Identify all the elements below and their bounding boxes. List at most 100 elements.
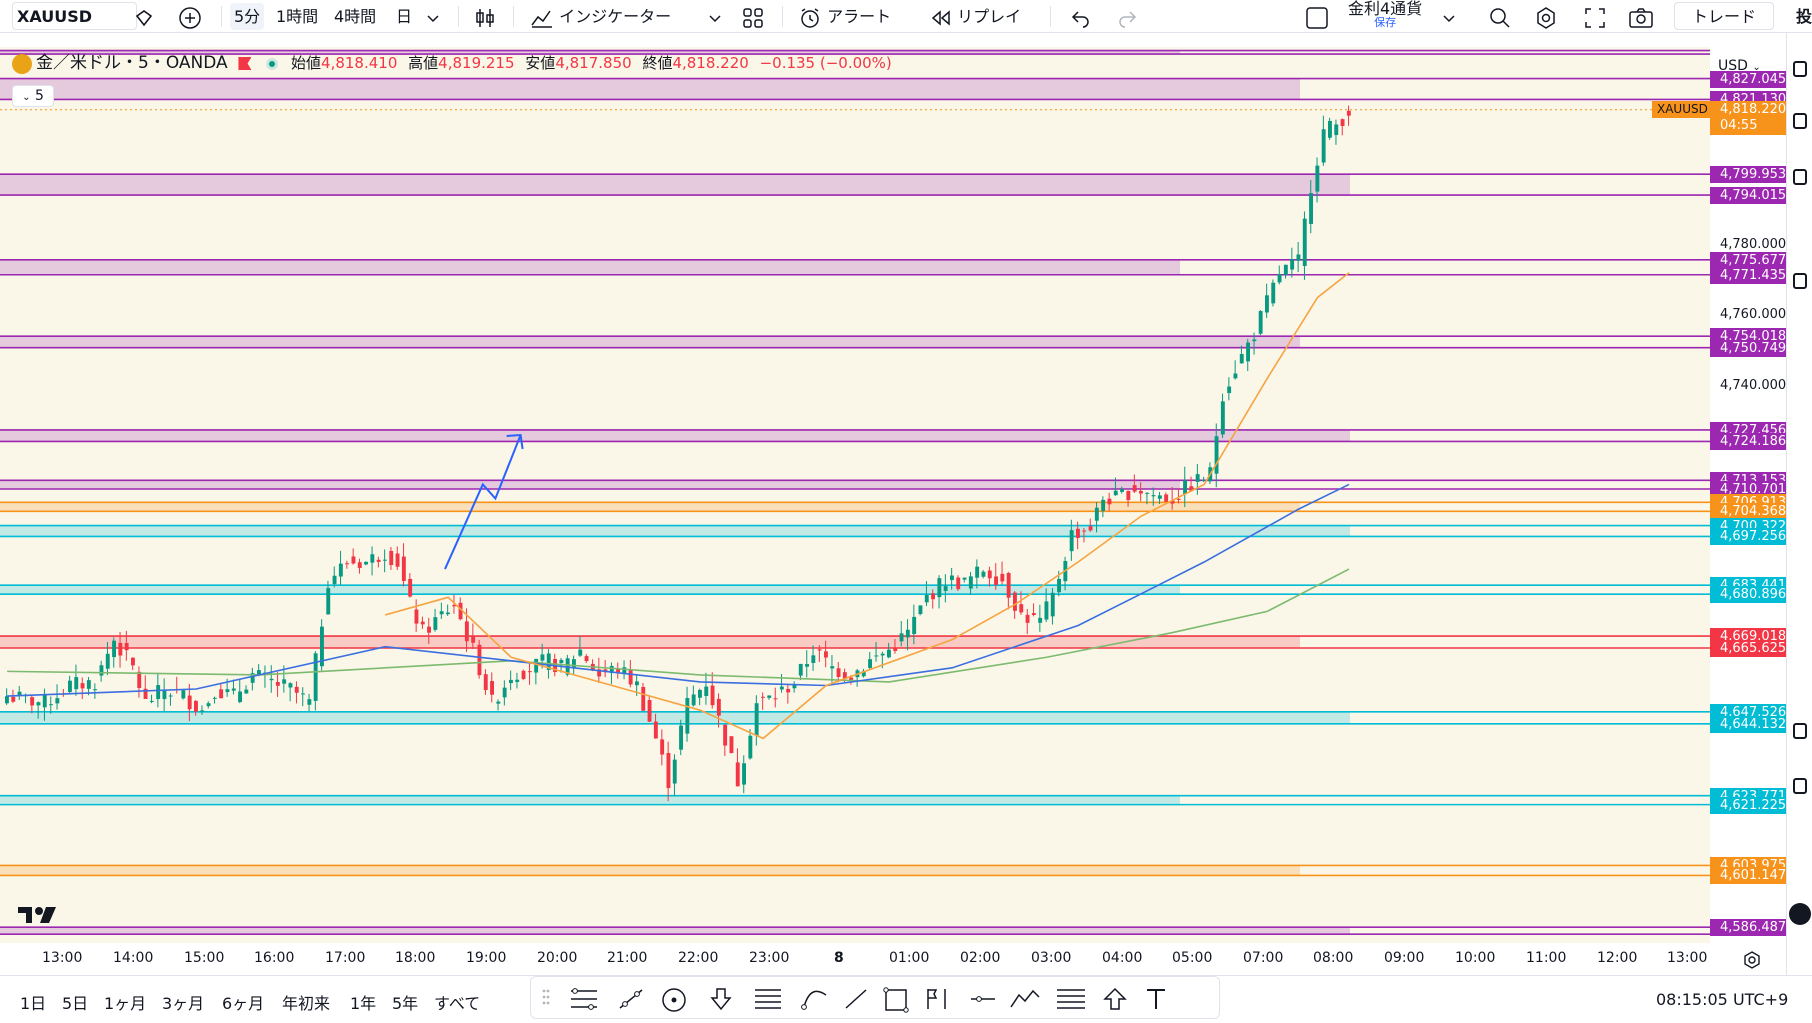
fib-retracement-icon[interactable]	[753, 987, 783, 1015]
axis-settings-icon[interactable]	[1742, 950, 1762, 974]
candle-body	[1271, 282, 1276, 304]
range-button[interactable]: 1ヶ月	[104, 994, 147, 1013]
zone-band	[0, 585, 1180, 595]
add-compare-icon[interactable]	[178, 3, 202, 30]
price-level-tag[interactable]: 4,794.015	[1710, 187, 1786, 205]
arrow-up-icon[interactable]	[1103, 987, 1127, 1015]
camera-icon[interactable]	[1628, 3, 1654, 30]
current-price-tag[interactable]: 4,818.220 04:55	[1710, 100, 1786, 135]
flag-marker-icon[interactable]	[923, 987, 953, 1015]
text-tool-icon[interactable]	[1145, 987, 1167, 1015]
range-button[interactable]: 1年	[350, 994, 377, 1013]
curve-tool-icon[interactable]	[801, 987, 829, 1015]
interval-1h-button[interactable]: 1時間	[276, 7, 319, 26]
settings-gear-icon[interactable]	[1534, 3, 1558, 30]
candle-body	[1202, 480, 1206, 482]
candle-body	[36, 702, 41, 706]
circle-tool-icon[interactable]	[661, 987, 687, 1017]
range-button[interactable]: 5年	[392, 994, 419, 1013]
candle-body	[471, 635, 476, 643]
undo-icon[interactable]	[1070, 3, 1092, 30]
interval-1d-button[interactable]: 日	[396, 7, 413, 26]
rectangle-tool-icon[interactable]	[883, 987, 909, 1017]
candle-body	[578, 649, 583, 656]
clock-timezone[interactable]: 08:15:05 UTC+9	[1656, 990, 1789, 1009]
range-button[interactable]: 5日	[62, 994, 89, 1013]
price-level-tag[interactable]: 4,601.147	[1710, 867, 1786, 885]
layout-name-button[interactable]: 金利4通貨 保存	[1348, 0, 1422, 28]
parallel-channel-icon[interactable]	[1055, 987, 1087, 1015]
help-icon[interactable]	[1789, 903, 1811, 925]
price-level-tag[interactable]: 4,827.045	[1710, 70, 1786, 88]
trade-button[interactable]: トレード	[1674, 2, 1774, 30]
range-button[interactable]: 年初来	[282, 994, 331, 1013]
search-icon[interactable]	[1488, 3, 1512, 30]
chat-icon[interactable]	[1793, 778, 1807, 794]
chart-pane[interactable]	[0, 47, 1710, 943]
range-button[interactable]: 3ヶ月	[162, 994, 205, 1013]
redo-icon[interactable]	[1116, 3, 1138, 30]
notes-icon[interactable]	[1793, 723, 1807, 739]
range-button[interactable]: すべて	[434, 994, 481, 1013]
candle-body	[742, 763, 746, 785]
arrow-down-icon[interactable]	[709, 987, 733, 1015]
chevron-down-icon[interactable]	[708, 3, 722, 30]
line-tool-icon[interactable]	[843, 987, 869, 1015]
interval-toggle-button[interactable]: ⌄ 5	[12, 85, 54, 107]
layout-grid-icon[interactable]	[742, 3, 764, 30]
price-level-tag[interactable]: 4,665.625	[1710, 640, 1786, 657]
chevron-down-icon: ⌄	[22, 92, 31, 103]
interval-4h-button[interactable]: 4時間	[334, 7, 377, 26]
watch-icon[interactable]	[134, 3, 154, 30]
price-level-tag[interactable]: 4,710.701	[1710, 480, 1786, 498]
calendar-icon[interactable]	[1793, 273, 1807, 289]
candle-body	[616, 668, 620, 673]
indicators-button[interactable]: インジケーター	[530, 3, 671, 30]
range-button[interactable]: 1日	[20, 994, 47, 1013]
candle-body	[704, 686, 709, 697]
price-level-tag[interactable]: 4,644.132	[1710, 715, 1786, 733]
price-level-tag[interactable]: 4,771.435	[1710, 266, 1786, 284]
symbol-label: XAUUSD	[17, 7, 93, 26]
horizontal-ray-icon[interactable]	[969, 987, 997, 1015]
price-level-tag[interactable]: 4,750.749	[1710, 339, 1786, 357]
price-level-tag[interactable]: 4,680.896	[1710, 586, 1786, 604]
price-level-tag[interactable]: 4,704.368	[1710, 503, 1786, 521]
price-level-tag[interactable]: 4,799.953	[1710, 166, 1786, 184]
time-tick-label: 02:00	[960, 950, 1001, 966]
price-level-tag[interactable]: 4,697.256	[1710, 528, 1786, 546]
candle-body	[105, 653, 110, 669]
sma-slow-line	[7, 568, 1350, 683]
drag-handle-icon[interactable]	[541, 987, 551, 1011]
chevron-down-icon[interactable]	[426, 3, 440, 30]
candle-body	[597, 669, 602, 677]
candle-type-icon[interactable]	[474, 3, 496, 30]
candle-body	[414, 609, 419, 624]
price-level-tag[interactable]: 4,724.186	[1710, 433, 1786, 451]
watchlist-icon[interactable]	[1793, 61, 1807, 77]
candle-body	[1050, 592, 1055, 617]
fullscreen-icon[interactable]	[1584, 3, 1606, 30]
candle-body	[786, 688, 791, 693]
price-chart[interactable]	[0, 47, 1710, 943]
fib-channel-icon[interactable]	[569, 987, 599, 1015]
interval-5m-button[interactable]: 5分	[230, 3, 265, 30]
replay-button[interactable]: リプレイ	[930, 3, 1021, 30]
price-level-tag[interactable]: 4,775.677	[1710, 251, 1786, 269]
path-tool-icon[interactable]	[1009, 987, 1041, 1015]
candle-body	[294, 686, 299, 693]
news-icon[interactable]	[1793, 169, 1807, 185]
layout-checkbox-icon[interactable]	[1305, 3, 1329, 30]
time-axis[interactable]	[0, 943, 1786, 973]
price-level-tag[interactable]: 4,586.487	[1710, 919, 1786, 937]
trend-line-icon[interactable]	[617, 987, 645, 1015]
right-edge-label[interactable]: 投	[1796, 7, 1812, 26]
price-level-tag[interactable]: 4,621.225	[1710, 796, 1786, 814]
chevron-down-icon[interactable]	[1442, 3, 1456, 30]
range-button[interactable]: 6ヶ月	[222, 994, 265, 1013]
candle-body	[572, 659, 576, 669]
symbol-search-button[interactable]: XAUUSD	[12, 2, 137, 30]
alerts-icon[interactable]	[1793, 113, 1807, 129]
alert-button[interactable]: アラート	[798, 3, 891, 30]
flag-icon[interactable]	[238, 57, 252, 70]
